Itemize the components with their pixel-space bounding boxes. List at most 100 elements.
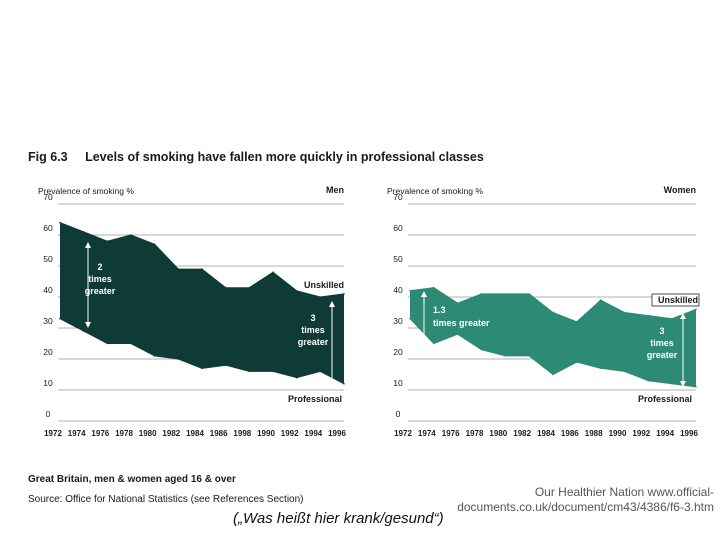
men-professional-point xyxy=(177,358,180,360)
men-professional-point xyxy=(106,342,109,345)
women-x-tick-label: 1980 xyxy=(489,429,507,438)
credit-line-2: documents.co.uk/document/cm43/4386/f6-3.… xyxy=(457,500,714,514)
caption: („Was heißt hier krank/gesund“) xyxy=(233,510,444,527)
men-annotation-line: greater xyxy=(85,286,116,296)
men-unskilled-point xyxy=(106,240,109,242)
women-unskilled-point xyxy=(433,286,435,289)
women-professional-point xyxy=(409,317,411,320)
men-unskilled-point xyxy=(153,243,156,246)
women-x-tick-label: 1990 xyxy=(609,429,627,438)
women-professional-point xyxy=(456,333,459,336)
men-professional-point xyxy=(248,370,251,373)
men-professional-point xyxy=(82,330,85,332)
women-y-tick-label: 30 xyxy=(393,316,403,326)
men-y-axis-label: Prevalence of smoking % xyxy=(38,186,134,196)
women-professional-point xyxy=(504,355,507,357)
men-x-tick-label: 1996 xyxy=(328,429,346,438)
men-annotation-line: 2 xyxy=(97,262,102,272)
women-unskilled-label-box xyxy=(651,293,700,307)
women-unskilled-point xyxy=(695,308,697,311)
women-annotation-1: 1.3 times greater xyxy=(433,305,490,328)
women-unskilled-point xyxy=(480,293,483,295)
men-annotation-2: 3 times greater xyxy=(298,313,329,347)
women-y-tick-label: 10 xyxy=(393,378,403,388)
women-unskilled-point xyxy=(623,311,626,314)
women-x-tick-label: 1972 xyxy=(394,429,412,438)
women-x-tick-label: 1982 xyxy=(513,429,531,438)
figure-title: Levels of smoking have fallen more quick… xyxy=(85,150,484,164)
credit-line-1: Our Healthier Nation www.official- xyxy=(534,485,714,499)
men-y-tick-label: 50 xyxy=(43,254,53,264)
women-y-tick-label: 20 xyxy=(393,347,403,357)
men-x-tick-label: 1978 xyxy=(115,429,133,438)
women-y-tick-label: 50 xyxy=(393,254,403,264)
men-x-tick-label: 1992 xyxy=(281,429,299,438)
men-unskilled-point xyxy=(177,268,180,270)
men-professional-point xyxy=(153,355,156,357)
women-x-tick-label: 1974 xyxy=(418,429,436,438)
women-unskilled-point xyxy=(504,293,507,295)
women-annotation-line: times greater xyxy=(433,318,490,328)
men-gap-area xyxy=(60,222,344,384)
men-x-tick-label: 1980 xyxy=(139,429,157,438)
women-x-tick-label: 1992 xyxy=(632,429,650,438)
men-unskilled-point xyxy=(272,271,274,274)
men-unskilled-point xyxy=(201,268,203,270)
women-unskilled-point xyxy=(456,302,459,305)
women-professional-point xyxy=(528,355,530,357)
women-unskilled-point xyxy=(409,290,411,292)
men-x-tick-label: 1994 xyxy=(304,429,322,438)
men-professional-point xyxy=(343,383,345,385)
women-x-tick-label: 1996 xyxy=(680,429,698,438)
women-annotation-line: 3 xyxy=(659,326,664,336)
women-x-tick-label: 1988 xyxy=(585,429,603,438)
men-professional-point xyxy=(295,376,298,379)
men-x-tick-label: 1972 xyxy=(44,429,62,438)
men-y-tick-label: 0 xyxy=(46,409,51,419)
men-y-tick-label: 70 xyxy=(43,192,53,202)
men-x-tick-label: 1984 xyxy=(186,429,204,438)
women-professional-point xyxy=(695,386,697,388)
men-unskilled-point xyxy=(319,296,322,298)
men-professional-point xyxy=(319,370,322,373)
men-x-tick-label: 1990 xyxy=(257,429,275,438)
men-unskilled-label: Unskilled xyxy=(304,280,344,290)
men-x-tick-label: 1982 xyxy=(162,429,180,438)
men-annotation-line: greater xyxy=(298,337,329,347)
women-y-axis-label: Prevalence of smoking % xyxy=(387,186,483,196)
women-professional-point xyxy=(480,348,483,351)
women-professional-point xyxy=(647,379,650,382)
men-annotation-line: times xyxy=(301,325,325,335)
men-unskilled-point xyxy=(59,221,61,224)
footnote-source: Source: Office for National Statistics (… xyxy=(28,494,304,505)
men-panel-label: Men xyxy=(326,185,344,195)
men-x-tick-label: 1986 xyxy=(210,429,228,438)
men-unskilled-point xyxy=(130,234,132,236)
women-y-tick-label: 70 xyxy=(393,192,403,202)
women-unskilled-point xyxy=(576,321,578,323)
women-annotation-line: times xyxy=(650,338,674,348)
men-y-tick-label: 60 xyxy=(43,223,53,233)
women-unskilled-label: Unskilled xyxy=(658,295,698,305)
men-professional-point xyxy=(201,367,203,370)
women-x-tick-label: 1986 xyxy=(561,429,579,438)
men-x-tick-label: 1976 xyxy=(91,429,109,438)
men-unskilled-point xyxy=(224,286,227,289)
women-professional-label: Professional xyxy=(638,394,692,404)
men-professional-point xyxy=(272,370,274,373)
women-unskilled-point xyxy=(552,311,554,314)
men-professional-point xyxy=(59,317,61,320)
men-annotation-line: 3 xyxy=(310,313,315,323)
women-x-tick-label: 1994 xyxy=(656,429,674,438)
women-professional-point xyxy=(552,373,554,376)
women-unskilled-point xyxy=(599,299,602,301)
men-annotation-1: 2 times greater xyxy=(85,262,116,296)
men-y-tick-label: 20 xyxy=(43,347,53,357)
women-professional-point xyxy=(433,342,435,345)
men-y-tick-label: 10 xyxy=(43,378,53,388)
women-annotation-2: 3 times greater xyxy=(647,326,678,360)
men-unskilled-point xyxy=(248,286,251,289)
women-x-tick-label: 1984 xyxy=(537,429,555,438)
women-professional-point xyxy=(599,367,602,370)
